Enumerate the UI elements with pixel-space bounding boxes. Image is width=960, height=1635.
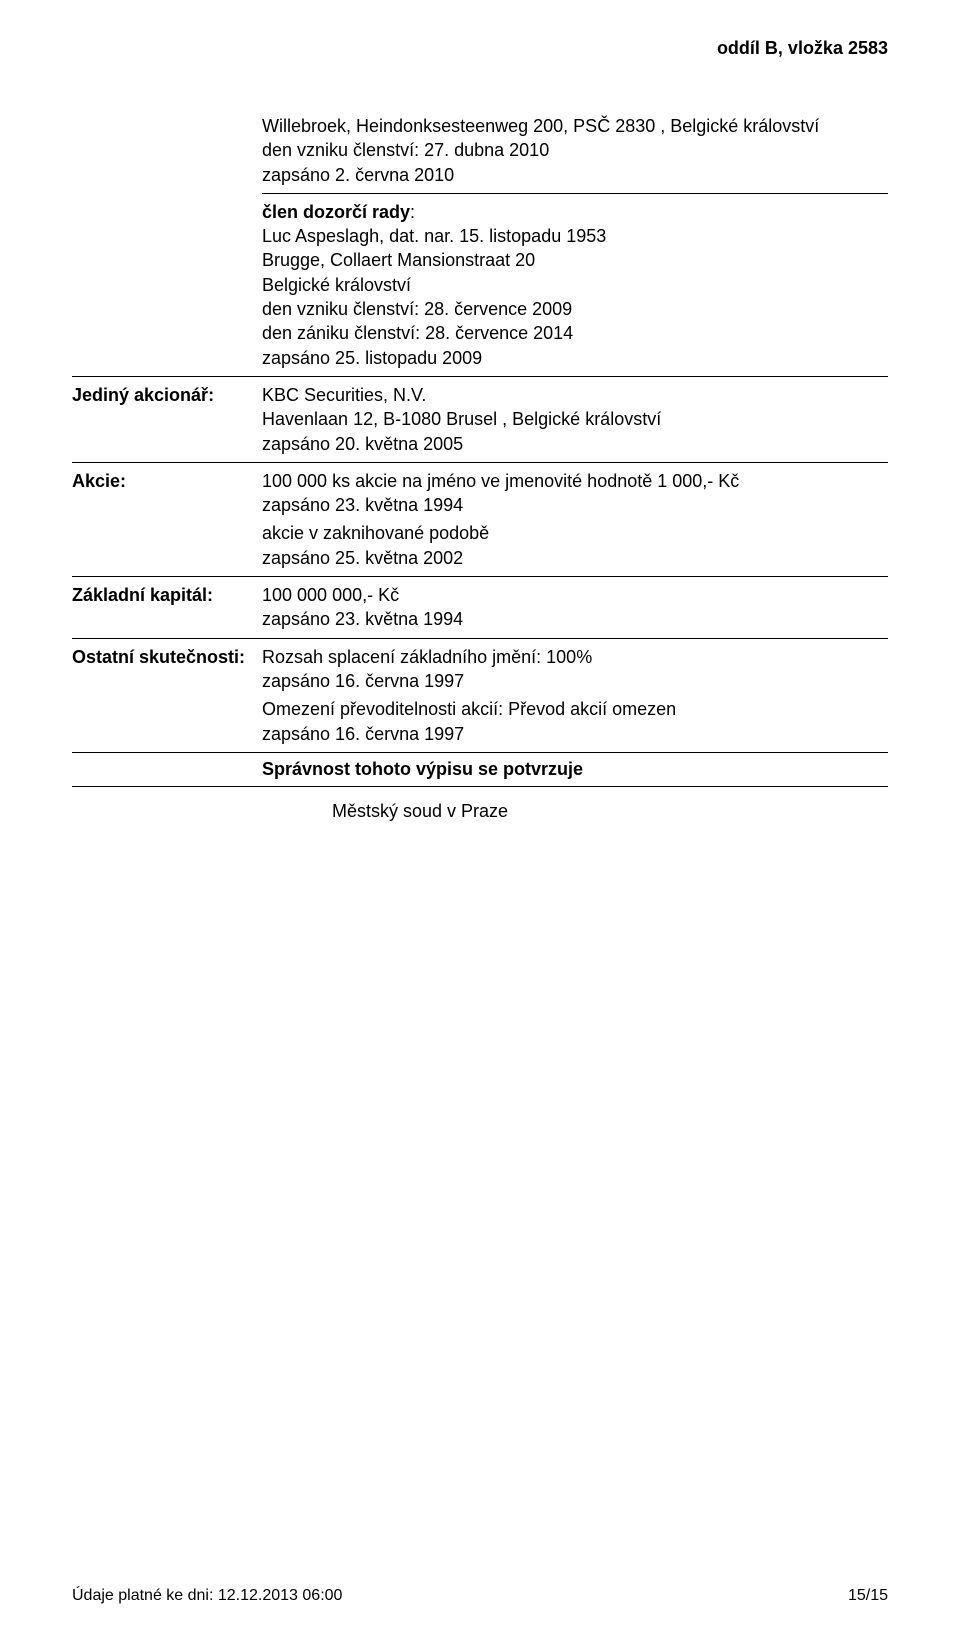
text-line: 100 000 ks akcie na jméno ve jmenovité h… bbox=[262, 469, 888, 493]
section-header: oddíl B, vložka 2583 bbox=[717, 38, 888, 59]
text-line: zapsáno 16. června 1997 bbox=[262, 722, 888, 746]
value-block: Omezení převoditelnosti akcií: Převod ak… bbox=[262, 697, 888, 746]
entry-label bbox=[72, 114, 262, 370]
content-area: Willebroek, Heindonksesteenweg 200, PSČ … bbox=[72, 108, 888, 822]
text-line: Havenlaan 12, B-1080 Brusel , Belgické k… bbox=[262, 407, 888, 431]
value-block: Willebroek, Heindonksesteenweg 200, PSČ … bbox=[262, 114, 888, 187]
text-line: 100 000 000,- Kč bbox=[262, 583, 888, 607]
text-line: Rozsah splacení základního jmění: 100% bbox=[262, 645, 888, 669]
entry-row: Ostatní skutečnosti: Rozsah splacení zák… bbox=[72, 639, 888, 752]
text-line: zapsáno 25. května 2002 bbox=[262, 546, 888, 570]
entry-row: Jediný akcionář: KBC Securities, N.V. Ha… bbox=[72, 377, 888, 463]
court-name: Městský soud v Praze bbox=[332, 801, 888, 822]
value-block: člen dozorčí rady: Luc Aspeslagh, dat. n… bbox=[262, 200, 888, 370]
entry-value: KBC Securities, N.V. Havenlaan 12, B-108… bbox=[262, 383, 888, 456]
value-block: 100 000 000,- Kč zapsáno 23. května 1994 bbox=[262, 583, 888, 632]
text-line: KBC Securities, N.V. bbox=[262, 383, 888, 407]
confirmation-row: Správnost tohoto výpisu se potvrzuje bbox=[72, 752, 888, 787]
value-block: 100 000 ks akcie na jméno ve jmenovité h… bbox=[262, 469, 888, 518]
entry-row: Willebroek, Heindonksesteenweg 200, PSČ … bbox=[72, 108, 888, 377]
text-line: člen dozorčí rady: bbox=[262, 200, 888, 224]
footer-right: 15/15 bbox=[848, 1587, 888, 1605]
text-line: zapsáno 23. května 1994 bbox=[262, 607, 888, 631]
entry-row: Základní kapitál: 100 000 000,- Kč zapsá… bbox=[72, 577, 888, 639]
text-line: Brugge, Collaert Mansionstraat 20 bbox=[262, 248, 888, 272]
page: oddíl B, vložka 2583 Willebroek, Heindon… bbox=[0, 0, 960, 1635]
entry-label: Základní kapitál: bbox=[72, 583, 262, 632]
text-line: Willebroek, Heindonksesteenweg 200, PSČ … bbox=[262, 114, 888, 138]
entry-label: Jediný akcionář: bbox=[72, 383, 262, 456]
entry-value: Rozsah splacení základního jmění: 100% z… bbox=[262, 645, 888, 746]
text-line: Omezení převoditelnosti akcií: Převod ak… bbox=[262, 697, 888, 721]
text-line: Belgické království bbox=[262, 273, 888, 297]
text-line: zapsáno 25. listopadu 2009 bbox=[262, 346, 888, 370]
value-block: KBC Securities, N.V. Havenlaan 12, B-108… bbox=[262, 383, 888, 456]
text-line: den vzniku členství: 27. dubna 2010 bbox=[262, 138, 888, 162]
footer-left: Údaje platné ke dni: 12.12.2013 06:00 bbox=[72, 1587, 342, 1605]
entry-value: 100 000 ks akcie na jméno ve jmenovité h… bbox=[262, 469, 888, 570]
divider bbox=[262, 193, 888, 194]
value-block: akcie v zaknihované podobě zapsáno 25. k… bbox=[262, 521, 888, 570]
text-line: den zániku členství: 28. července 2014 bbox=[262, 321, 888, 345]
value-block: Rozsah splacení základního jmění: 100% z… bbox=[262, 645, 888, 694]
text-line: zapsáno 2. června 2010 bbox=[262, 163, 888, 187]
text-line: zapsáno 23. května 1994 bbox=[262, 493, 888, 517]
text-line: akcie v zaknihované podobě bbox=[262, 521, 888, 545]
page-footer: Údaje platné ke dni: 12.12.2013 06:00 15… bbox=[72, 1587, 888, 1605]
role-suffix: : bbox=[410, 202, 415, 222]
entry-label: Ostatní skutečnosti: bbox=[72, 645, 262, 746]
confirmation-text: Správnost tohoto výpisu se potvrzuje bbox=[262, 759, 888, 780]
text-line: Luc Aspeslagh, dat. nar. 15. listopadu 1… bbox=[262, 224, 888, 248]
entry-row: Akcie: 100 000 ks akcie na jméno ve jmen… bbox=[72, 463, 888, 577]
text-line: zapsáno 16. června 1997 bbox=[262, 669, 888, 693]
text-line: den vzniku členství: 28. července 2009 bbox=[262, 297, 888, 321]
entry-label: Akcie: bbox=[72, 469, 262, 570]
text-line: zapsáno 20. května 2005 bbox=[262, 432, 888, 456]
role-label: člen dozorčí rady bbox=[262, 202, 410, 222]
entry-value: 100 000 000,- Kč zapsáno 23. května 1994 bbox=[262, 583, 888, 632]
entry-value: Willebroek, Heindonksesteenweg 200, PSČ … bbox=[262, 114, 888, 370]
